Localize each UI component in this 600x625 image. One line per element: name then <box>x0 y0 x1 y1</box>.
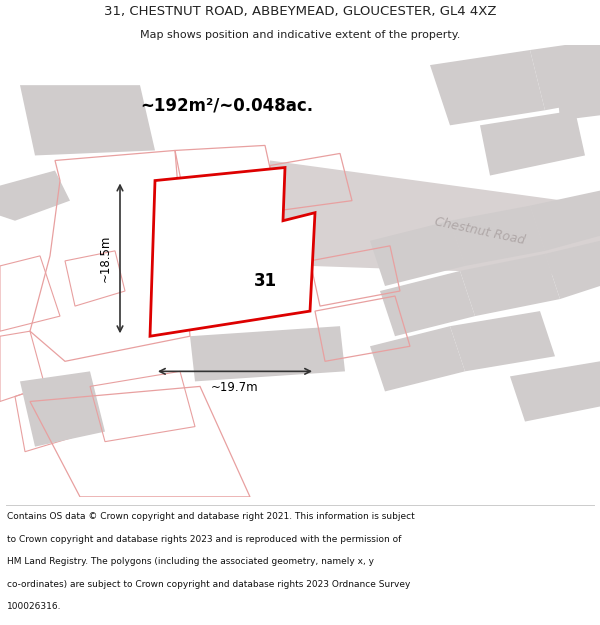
Polygon shape <box>20 371 105 447</box>
Text: Chestnut Road: Chestnut Road <box>434 215 526 247</box>
Text: 31: 31 <box>253 272 277 290</box>
Polygon shape <box>370 326 465 391</box>
Text: ~192m²/~0.048ac.: ~192m²/~0.048ac. <box>140 96 313 114</box>
Text: to Crown copyright and database rights 2023 and is reproduced with the permissio: to Crown copyright and database rights 2… <box>7 534 401 544</box>
Polygon shape <box>555 60 600 120</box>
Polygon shape <box>450 206 545 266</box>
Text: HM Land Registry. The polygons (including the associated geometry, namely x, y: HM Land Registry. The polygons (includin… <box>7 557 374 566</box>
Polygon shape <box>530 191 600 251</box>
Polygon shape <box>545 241 600 299</box>
Polygon shape <box>450 311 555 371</box>
Polygon shape <box>190 326 345 381</box>
Polygon shape <box>460 254 560 316</box>
Polygon shape <box>380 271 475 336</box>
Polygon shape <box>0 171 70 221</box>
Polygon shape <box>480 110 585 176</box>
Text: Contains OS data © Crown copyright and database right 2021. This information is : Contains OS data © Crown copyright and d… <box>7 512 415 521</box>
Text: co-ordinates) are subject to Crown copyright and database rights 2023 Ordnance S: co-ordinates) are subject to Crown copyr… <box>7 579 410 589</box>
Polygon shape <box>150 168 315 336</box>
Polygon shape <box>270 161 600 276</box>
Text: ~18.5m: ~18.5m <box>99 235 112 282</box>
Polygon shape <box>530 40 600 110</box>
Polygon shape <box>20 85 155 156</box>
Polygon shape <box>510 361 600 421</box>
Polygon shape <box>370 221 465 286</box>
Text: 100026316.: 100026316. <box>7 602 62 611</box>
Polygon shape <box>430 50 545 126</box>
Text: Map shows position and indicative extent of the property.: Map shows position and indicative extent… <box>140 30 460 40</box>
Text: 31, CHESTNUT ROAD, ABBEYMEAD, GLOUCESTER, GL4 4XZ: 31, CHESTNUT ROAD, ABBEYMEAD, GLOUCESTER… <box>104 5 496 18</box>
Text: ~19.7m: ~19.7m <box>211 381 259 394</box>
